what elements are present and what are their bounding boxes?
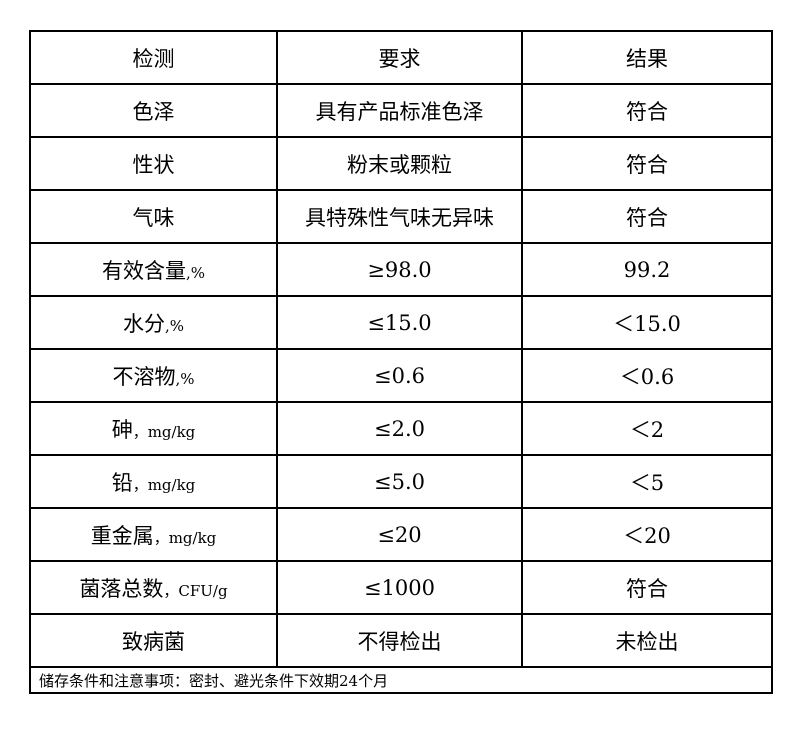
requirement-cell: 具有产品标准色泽 (276, 83, 523, 138)
requirement-cell: ≤5.0 (276, 454, 523, 509)
header-test: 检测 (29, 30, 278, 85)
test-item: 不溶物,% (29, 348, 278, 403)
footer-row: 储存条件和注意事项：密封、避光条件下效期24个月 (29, 666, 773, 694)
requirement-cell: ≤15.0 (276, 295, 523, 350)
item-unit: ，CFU/g (163, 581, 228, 600)
item-name: 不溶物 (112, 364, 176, 389)
storage-note: 储存条件和注意事项：密封、避光条件下效期24个月 (29, 666, 773, 694)
requirement-cell: ≤1000 (276, 560, 523, 615)
result-cell: ＜20 (521, 507, 773, 562)
requirement-cell: ≤20 (276, 507, 523, 562)
item-name: 性状 (132, 152, 175, 177)
requirement-cell: ≤0.6 (276, 348, 523, 403)
test-item: 气味 (29, 189, 278, 244)
item-name: 重金属 (90, 523, 154, 548)
item-name: 有效含量 (101, 258, 186, 283)
requirement-cell: 粉末或颗粒 (276, 136, 523, 191)
item-name: 色泽 (132, 99, 175, 124)
test-item: 性状 (29, 136, 278, 191)
table-row: 重金属，mg/kg ≤20 ＜20 (29, 507, 773, 562)
table-row: 色泽 具有产品标准色泽 符合 (29, 83, 773, 138)
item-unit: ,% (185, 263, 206, 282)
header-requirement: 要求 (276, 30, 523, 85)
item-unit: ，mg/kg (132, 475, 196, 494)
test-item: 色泽 (29, 83, 278, 138)
test-item: 铅，mg/kg (29, 454, 278, 509)
item-name: 气味 (132, 205, 175, 230)
result-cell: 符合 (521, 560, 773, 615)
result-cell: 符合 (521, 189, 773, 244)
result-cell: ＜2 (521, 401, 773, 456)
item-name: 致病菌 (122, 629, 185, 654)
test-item: 致病菌 (29, 613, 278, 668)
header-row: 检测 要求 结果 (29, 30, 773, 85)
result-cell: ＜15.0 (521, 295, 773, 350)
result-cell: 未检出 (521, 613, 773, 668)
table-row: 性状 粉末或颗粒 符合 (29, 136, 773, 191)
table-row: 致病菌 不得检出 未检出 (29, 613, 773, 668)
table-row: 砷，mg/kg ≤2.0 ＜2 (29, 401, 773, 456)
item-name: 菌落总数 (79, 576, 164, 601)
table-row: 气味 具特殊性气味无异味 符合 (29, 189, 773, 244)
item-name: 砷 (111, 417, 133, 442)
result-cell: 符合 (521, 136, 773, 191)
requirement-cell: 具特殊性气味无异味 (276, 189, 523, 244)
result-cell: 符合 (521, 83, 773, 138)
table-row: 有效含量,% ≥98.0 99.2 (29, 242, 773, 297)
requirement-cell: ≤2.0 (276, 401, 523, 456)
requirement-cell: 不得检出 (276, 613, 523, 668)
test-item: 砷，mg/kg (29, 401, 278, 456)
item-name: 铅 (111, 470, 133, 495)
item-unit: ,% (175, 369, 195, 388)
test-item: 有效含量,% (29, 242, 278, 297)
item-unit: ，mg/kg (132, 422, 196, 441)
table-row: 水分,% ≤15.0 ＜15.0 (29, 295, 773, 350)
requirement-cell: ≥98.0 (276, 242, 523, 297)
result-cell: 99.2 (521, 242, 773, 297)
item-unit: ，mg/kg (153, 528, 217, 547)
test-item: 水分,% (29, 295, 278, 350)
result-cell: ＜0.6 (521, 348, 773, 403)
test-item: 菌落总数，CFU/g (29, 560, 278, 615)
item-name: 水分 (122, 311, 165, 336)
test-item: 重金属，mg/kg (29, 507, 278, 562)
header-result: 结果 (521, 30, 773, 85)
result-cell: ＜5 (521, 454, 773, 509)
table-row: 菌落总数，CFU/g ≤1000 符合 (29, 560, 773, 615)
table-row: 不溶物,% ≤0.6 ＜0.6 (29, 348, 773, 403)
table-row: 铅，mg/kg ≤5.0 ＜5 (29, 454, 773, 509)
inspection-table: 检测 要求 结果 色泽 具有产品标准色泽 符合 性状 粉末或颗粒 符合 气味 具特殊… (29, 30, 773, 694)
item-unit: ,% (164, 316, 185, 335)
